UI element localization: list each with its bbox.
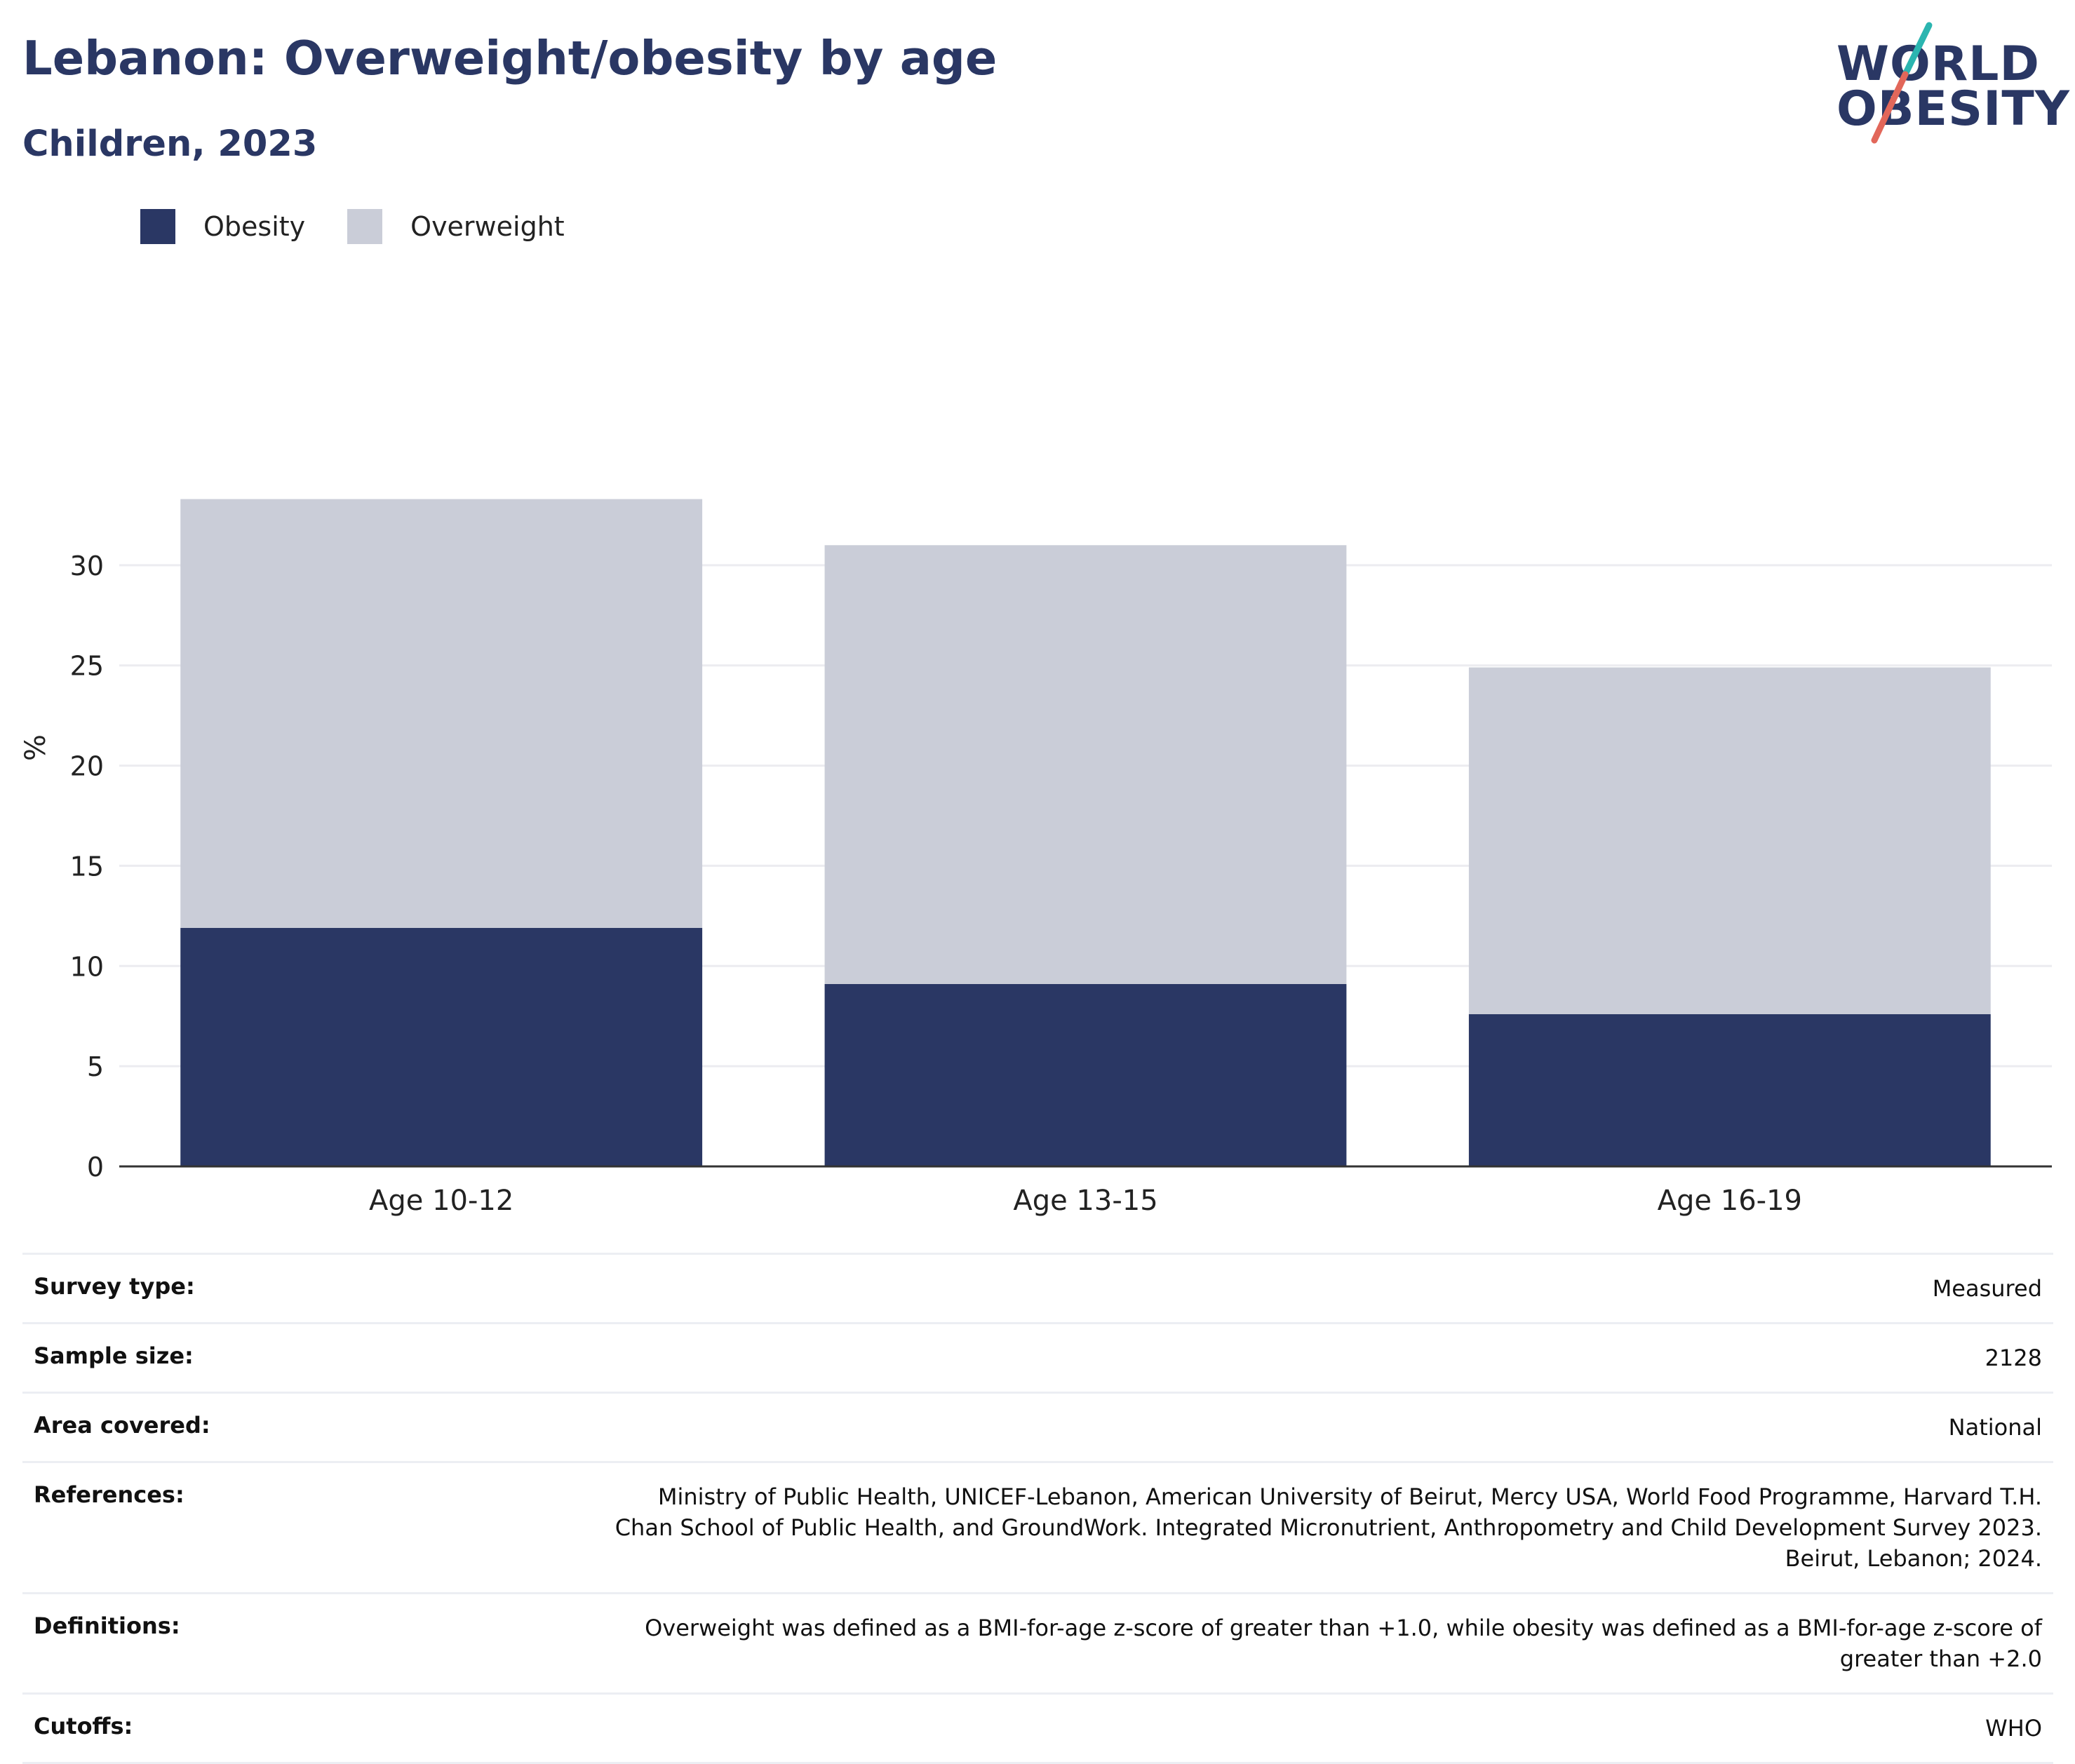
x-tick-label: Age 10-12 xyxy=(369,1185,513,1217)
details-key: Survey type: xyxy=(34,1273,195,1300)
details-value: National xyxy=(1948,1414,2042,1441)
y-tick-label: 25 xyxy=(70,651,104,682)
y-tick-label: 30 xyxy=(70,551,104,581)
chart-title: Lebanon: Overweight/obesity by age xyxy=(22,31,998,86)
logo-line-2: OBESITY xyxy=(1836,81,2070,137)
details-key: Area covered: xyxy=(34,1412,210,1439)
chart-subtitle: Children, 2023 xyxy=(22,123,318,165)
logo-line-1: WORLD xyxy=(1836,36,2040,92)
details-row: Sample size: 2128 xyxy=(22,1322,2053,1392)
bar-obesity-2 xyxy=(824,984,1347,1166)
details-row: References: Ministry of Public Health, UN… xyxy=(22,1461,2053,1592)
chart-legend: Obesity Overweight xyxy=(140,209,607,244)
y-tick-label: 10 xyxy=(70,951,104,982)
legend-item-overweight: Overweight xyxy=(347,209,565,244)
details-key: Sample size: xyxy=(34,1342,194,1369)
legend-swatch-obesity xyxy=(140,209,175,244)
x-tick-label: Age 13-15 xyxy=(1013,1185,1157,1217)
y-tick-label: 5 xyxy=(87,1051,104,1082)
bar-overweight-1 xyxy=(180,499,703,928)
bar-obesity-3 xyxy=(1468,1014,1991,1166)
bar-obesity-1 xyxy=(180,928,703,1166)
bar-overweight-2 xyxy=(824,545,1347,984)
y-tick-label: 15 xyxy=(70,851,104,882)
details-value: WHO xyxy=(1985,1715,2042,1742)
bar-overweight-3 xyxy=(1468,667,1991,1014)
logo-slash-icon xyxy=(1871,22,1933,144)
details-key: Cutoffs: xyxy=(34,1713,133,1739)
legend-swatch-overweight xyxy=(347,209,383,244)
legend-item-obesity: Obesity xyxy=(140,209,305,244)
details-value: Measured xyxy=(1932,1275,2042,1302)
details-value: 2128 xyxy=(1985,1345,2042,1371)
legend-label-overweight: Overweight xyxy=(410,211,565,242)
details-row: Definitions: Overweight was defined as a … xyxy=(22,1592,2053,1692)
details-row: Area covered: National xyxy=(22,1392,2053,1461)
details-row: Cutoffs: WHO xyxy=(22,1692,2053,1764)
y-tick-label: 20 xyxy=(70,751,104,782)
details-value: Overweight was defined as a BMI-for-age … xyxy=(645,1615,2042,1672)
y-tick-label: 0 xyxy=(87,1152,104,1183)
details-value: Ministry of Public Health, UNICEF-Lebano… xyxy=(615,1483,2042,1572)
world-obesity-logo: WORLD OBESITY xyxy=(1824,20,2069,146)
x-tick-label: Age 16-19 xyxy=(1658,1185,1802,1217)
details-key: References: xyxy=(34,1481,184,1508)
legend-label-obesity: Obesity xyxy=(203,211,306,242)
details-key: Definitions: xyxy=(34,1612,180,1639)
survey-details-table: Survey type: Measured Sample size: 2128 Area… xyxy=(22,1253,2053,1764)
bar-chart: 0 5 10 15 20 25 30 Age 10-12 Age 13-15 Age 16-19 xyxy=(70,499,2052,1217)
details-row: Survey type: Measured xyxy=(22,1253,2053,1322)
